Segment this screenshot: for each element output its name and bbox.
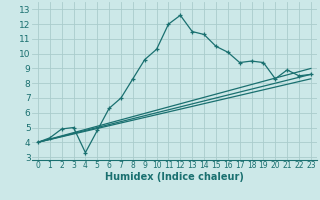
X-axis label: Humidex (Indice chaleur): Humidex (Indice chaleur) [105, 172, 244, 182]
